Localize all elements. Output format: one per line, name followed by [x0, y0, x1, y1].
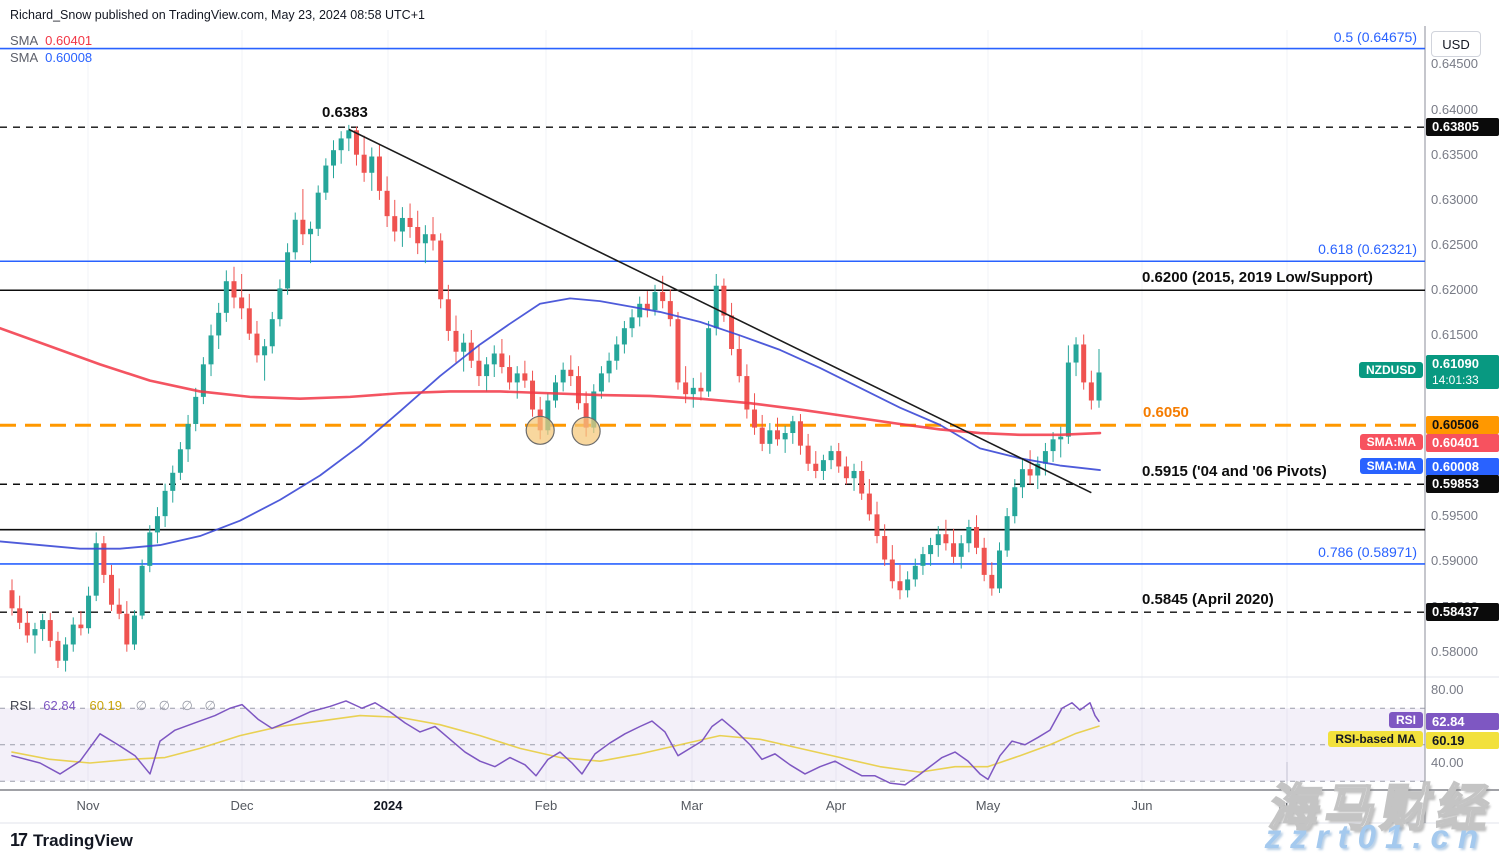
rsi-status-line[interactable]: RSI 62.84 60.19 ∅ ∅ ∅ ∅ — [10, 698, 220, 714]
currency-toggle-button[interactable]: USD — [1431, 31, 1481, 57]
rsi-ma-value: 60.19 — [89, 698, 123, 713]
sma-red-label: SMA — [10, 33, 39, 48]
rsi-label: RSI — [10, 698, 32, 713]
tradingview-logo-icon[interactable]: 17 — [10, 830, 28, 850]
indicator-legend: SMA 0.60401 SMA 0.60008 — [10, 33, 92, 67]
sma-red-value: 0.60401 — [45, 33, 93, 48]
tradingview-footer[interactable]: 17 TradingView — [10, 830, 133, 851]
rsi-empty-params: ∅ ∅ ∅ ∅ — [135, 698, 220, 713]
sma-blue-value: 0.60008 — [45, 50, 93, 65]
sma-blue-label: SMA — [10, 50, 39, 65]
legend-sma-red[interactable]: SMA 0.60401 — [10, 33, 92, 50]
tradingview-brand[interactable]: TradingView — [33, 830, 133, 850]
legend-sma-blue[interactable]: SMA 0.60008 — [10, 50, 92, 67]
rsi-value: 62.84 — [43, 698, 76, 713]
watermark-url: zzrt01.cn — [1264, 818, 1487, 855]
publish-byline: Richard_Snow published on TradingView.co… — [10, 8, 425, 22]
